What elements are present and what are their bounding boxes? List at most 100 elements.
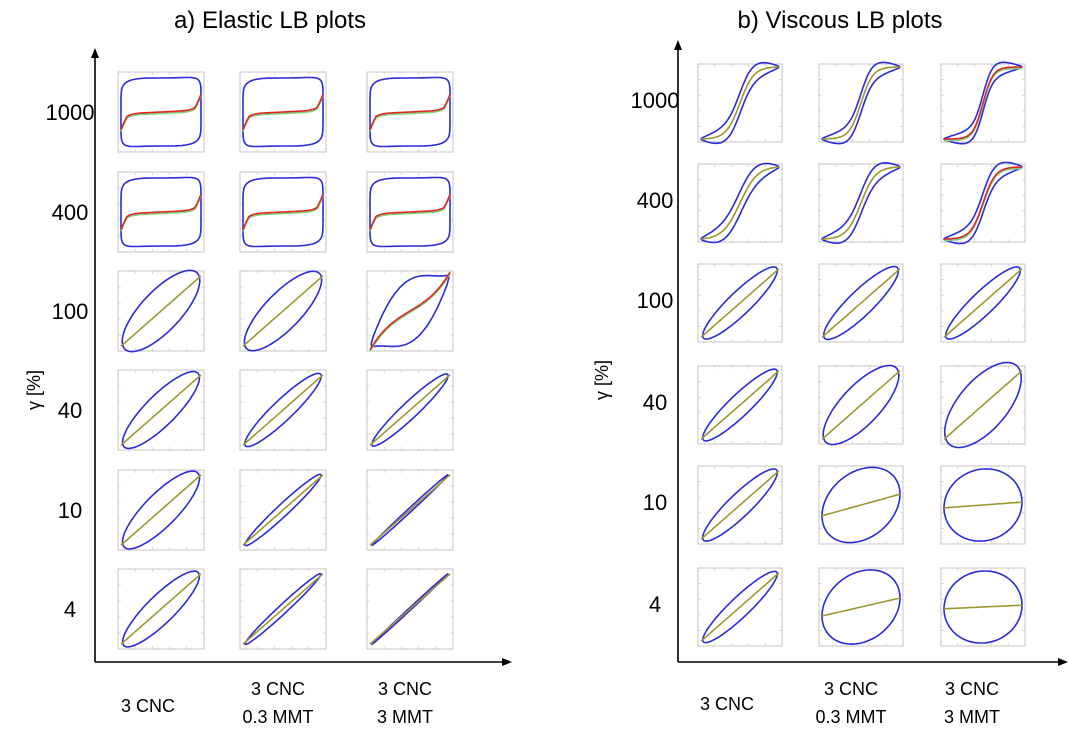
lb-loop bbox=[369, 176, 451, 248]
lissajous-cell bbox=[697, 263, 783, 343]
lissajous-cell bbox=[117, 71, 205, 153]
sample-column-label: 0.3 MMT bbox=[242, 707, 313, 727]
strain-row-label: 100 bbox=[52, 299, 89, 324]
x-axis-arrowhead bbox=[1058, 658, 1068, 666]
stress-midline bbox=[369, 374, 451, 446]
stress-midline bbox=[821, 370, 901, 440]
lb-loop bbox=[120, 76, 202, 148]
strain-row-label: 400 bbox=[52, 200, 89, 225]
strain-row-label: 10 bbox=[643, 490, 667, 515]
panel-a-title: a) Elastic LB plots bbox=[174, 7, 366, 34]
stress-curve-green bbox=[120, 195, 202, 232]
strain-row-label: 40 bbox=[643, 390, 667, 415]
lb-loop bbox=[822, 364, 900, 446]
stress-midline bbox=[700, 268, 780, 338]
stress-midline bbox=[369, 474, 451, 546]
lissajous-cell bbox=[818, 465, 904, 545]
lissajous-cell bbox=[117, 171, 205, 253]
lb-loop bbox=[371, 473, 449, 547]
panel-b: 1000 400 100 40 10 4 3 CNC 3 CNC 0.3 MMT 3 CNC 3 M… bbox=[631, 40, 1068, 727]
stress-midline bbox=[120, 275, 202, 347]
sample-column-label: 0.3 MMT bbox=[815, 707, 886, 727]
strain-row-label: 4 bbox=[649, 592, 661, 617]
stress-midline bbox=[821, 268, 901, 338]
lissajous-cell bbox=[366, 469, 454, 551]
sample-column-label: 3 CNC bbox=[824, 679, 878, 699]
stress-midline bbox=[242, 275, 324, 347]
lissajous-cell bbox=[697, 465, 783, 545]
lissajous-cell bbox=[818, 567, 904, 647]
strain-row-label: 1000 bbox=[46, 100, 95, 125]
stress-midline bbox=[821, 493, 901, 517]
stress-midline bbox=[822, 66, 900, 140]
stress-midline bbox=[700, 572, 780, 642]
stress-curve-green bbox=[120, 95, 202, 132]
stress-midline bbox=[120, 573, 202, 645]
stress-curve-green bbox=[242, 95, 324, 132]
stress-midline bbox=[700, 370, 780, 440]
lissajous-cell bbox=[117, 369, 205, 451]
lissajous-cell bbox=[818, 263, 904, 343]
lissajous-cell bbox=[366, 369, 454, 451]
lb-loop bbox=[244, 473, 322, 547]
stress-curve bbox=[120, 93, 202, 131]
lissajous-cell bbox=[239, 469, 327, 551]
y-axis-arrowhead bbox=[91, 48, 99, 58]
panel-a: 1000 400 100 40 10 4 3 CNC 3 CNC 0.3 MMT 3 CNC 3 M… bbox=[46, 48, 512, 727]
stress-curve bbox=[944, 66, 1022, 140]
panel-b-title: b) Viscous LB plots bbox=[738, 7, 943, 34]
lb-loop bbox=[121, 570, 201, 648]
stress-curve bbox=[242, 193, 324, 231]
lissajous-cell bbox=[940, 465, 1026, 545]
lissajous-cell bbox=[697, 365, 783, 445]
lb-loop bbox=[701, 266, 779, 340]
stress-midline bbox=[369, 573, 451, 645]
stress-midline bbox=[700, 66, 780, 140]
lb-loop bbox=[242, 176, 324, 248]
lb-loop bbox=[701, 368, 779, 442]
lissajous-cell bbox=[697, 162, 783, 244]
stress-curve bbox=[944, 166, 1022, 240]
stress-midline bbox=[242, 573, 324, 645]
lissajous-cell bbox=[239, 568, 327, 650]
stress-curve-green bbox=[369, 273, 451, 352]
stress-curve bbox=[369, 193, 451, 231]
stress-midline bbox=[943, 370, 1023, 440]
lb-loop bbox=[701, 570, 779, 644]
strain-row-label: 1000 bbox=[631, 88, 680, 113]
stress-midline bbox=[242, 474, 324, 546]
lissajous-cell bbox=[239, 270, 327, 352]
lissajous-cell bbox=[117, 568, 205, 650]
lissajous-cell bbox=[818, 61, 904, 145]
stress-midline bbox=[943, 604, 1023, 610]
sample-column-label: 3 MMT bbox=[377, 707, 433, 727]
stress-midline bbox=[120, 374, 202, 446]
lissajous-cell bbox=[239, 171, 327, 253]
stress-midline bbox=[821, 597, 901, 617]
stress-midline bbox=[943, 501, 1023, 509]
lb-loop bbox=[121, 470, 201, 550]
lissajous-cell bbox=[940, 361, 1026, 449]
cell-frame bbox=[697, 63, 783, 143]
strain-row-label: 4 bbox=[64, 597, 76, 622]
sample-column-label: 3 MMT bbox=[944, 707, 1000, 727]
lb-loop bbox=[120, 176, 202, 248]
stress-midline bbox=[700, 166, 780, 240]
lissajous-cell bbox=[366, 270, 454, 352]
stress-curve bbox=[369, 93, 451, 131]
panel-a-ylabel: γ [%] bbox=[24, 370, 44, 410]
sample-column-label: 3 CNC bbox=[700, 694, 754, 714]
strain-row-label: 40 bbox=[58, 398, 82, 423]
stress-midline bbox=[242, 374, 324, 446]
stress-curve-green bbox=[369, 195, 451, 232]
sample-column-label: 3 CNC bbox=[945, 679, 999, 699]
lb-loop bbox=[121, 269, 201, 353]
lissajous-cell bbox=[117, 469, 205, 551]
stress-midline bbox=[943, 268, 1023, 338]
stress-curve-green bbox=[242, 195, 324, 232]
lissajous-cell bbox=[940, 161, 1026, 245]
lb-loop bbox=[121, 370, 201, 450]
lissajous-cell bbox=[818, 364, 904, 446]
x-axis-arrowhead bbox=[502, 658, 512, 666]
